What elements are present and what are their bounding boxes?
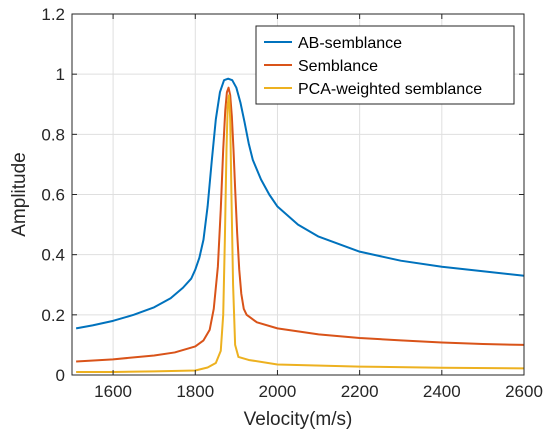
x-tick-label: 2400 [423,382,461,401]
x-tick-label: 2600 [505,382,543,401]
legend-label-ab-semblance: AB-semblance [298,35,402,52]
y-tick-label: 0 [56,366,65,385]
x-tick-label: 1800 [176,382,214,401]
y-tick-label: 0.2 [41,306,65,325]
x-tick-label: 2000 [259,382,297,401]
y-tick-label: 0.8 [41,125,65,144]
x-tick-label: 2200 [341,382,379,401]
y-tick-label: 0.6 [41,186,65,205]
y-tick-label: 1.2 [41,5,65,24]
series-line-semblance [76,86,525,363]
series-line-ab-semblance [75,77,525,330]
series-line-pca-weighted-semblance [76,94,525,373]
y-tick-label: 1 [56,65,65,84]
y-axis-label: Amplitude [9,152,30,237]
y-tick-label: 0.4 [41,246,65,265]
legend-label-semblance: Semblance [298,58,378,75]
axes [71,13,525,376]
legend-box [255,25,515,105]
legend: AB-semblance Semblance PCA-weighted sembla… [255,25,515,105]
x-tick-label: 1600 [94,382,132,401]
tick-labels: 1600 1800 2000 2200 2400 2600 0 0.2 0.4 0.6 0.8 1 1.… [41,5,543,401]
x-axis-label: Velocity(m/s) [244,409,353,430]
legend-label-pca-weighted-semblance: PCA-weighted semblance [298,81,482,98]
series-lines [75,77,525,373]
